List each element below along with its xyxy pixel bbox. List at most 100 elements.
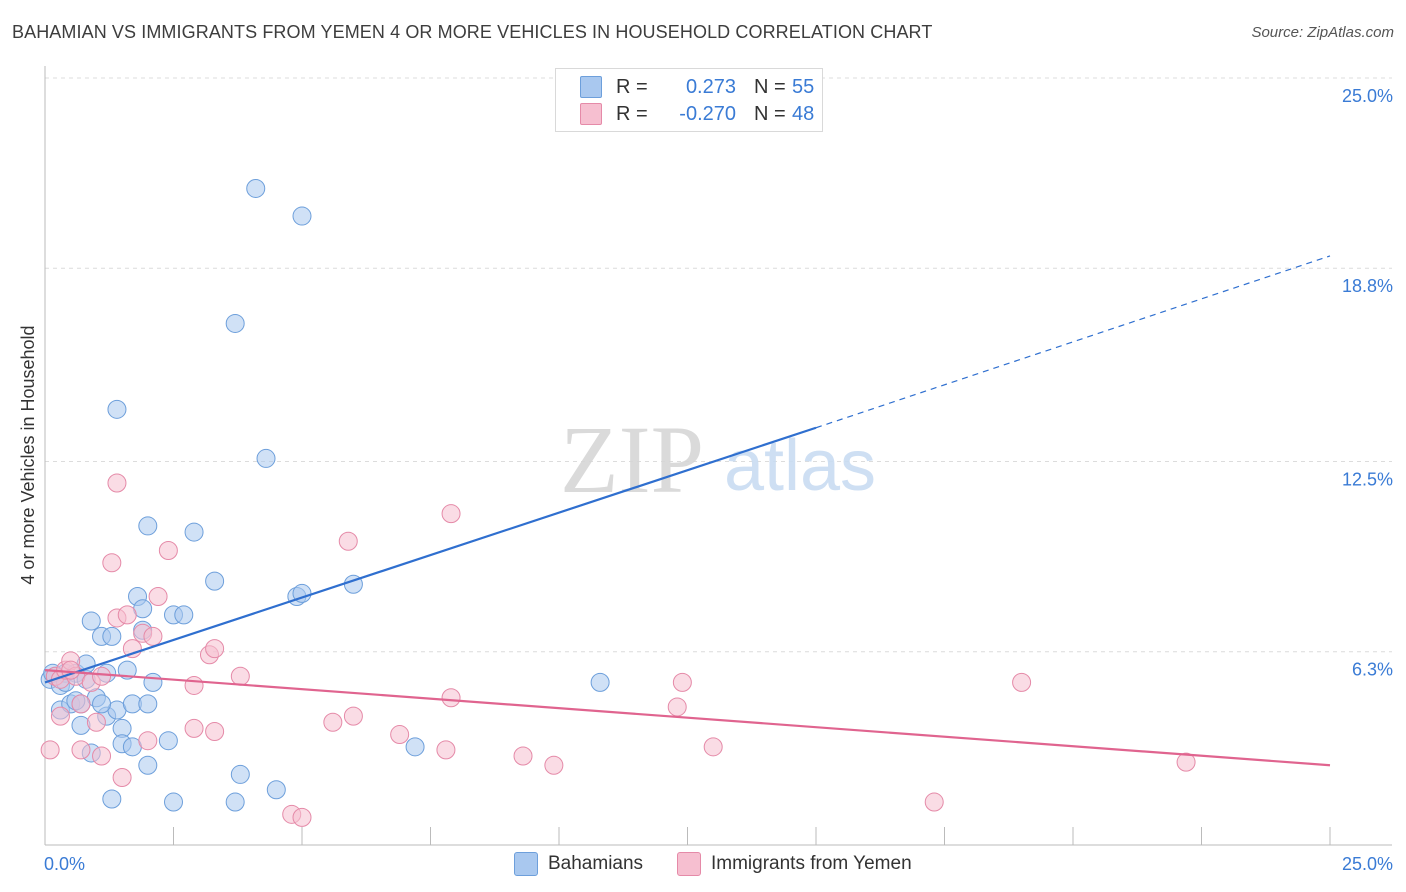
bahamians-point-46 — [292, 206, 312, 226]
bahamians-point-41 — [246, 178, 266, 198]
yemen-point-22 — [148, 586, 168, 606]
yemen-point-12 — [92, 666, 112, 686]
yemen-point-0 — [40, 740, 60, 760]
yemen-point-40 — [544, 755, 564, 775]
yemen-point-13 — [102, 553, 122, 573]
yemen-point-42 — [672, 672, 692, 692]
bahamians-point-30 — [138, 755, 158, 775]
bahamians-point-31 — [143, 672, 163, 692]
bahamians-point-36 — [184, 522, 204, 542]
legend-row-bahamians: R = 0.273 N = 55 — [580, 74, 814, 100]
watermark-zip: ZIP — [560, 406, 704, 513]
bahamians-point-38 — [225, 792, 245, 812]
x-tick-label-1: 25.0% — [1342, 854, 1393, 874]
yemen-point-27 — [205, 639, 225, 659]
bahamians-point-48 — [405, 737, 425, 757]
y-tick-label-1: 12.5% — [1342, 470, 1393, 490]
yemen-point-36 — [436, 740, 456, 760]
bahamians-point-33 — [164, 792, 183, 812]
bahamians-point-32 — [158, 731, 178, 751]
grid-lines — [45, 77, 1392, 653]
yemen-point-16 — [112, 768, 132, 788]
yemen-point-44 — [924, 792, 944, 812]
axes — [44, 66, 1392, 846]
legend-item-bahamians[interactable]: Bahamians — [514, 852, 643, 876]
n-value: 55 — [792, 75, 815, 98]
watermark: ZIP atlas — [560, 406, 876, 513]
trend-lines — [44, 255, 1331, 767]
yemen-trend-line — [44, 669, 1331, 767]
legend-label-yemen: Immigrants from Yemen — [711, 853, 912, 874]
n-label: N = — [754, 75, 786, 98]
bahamians-point-18 — [102, 789, 122, 809]
bahamians-trend-line — [44, 426, 817, 684]
bahamians-point-49 — [590, 672, 610, 692]
source-credit: Source: ZipAtlas.com — [1251, 24, 1394, 41]
bahamians-point-20 — [107, 399, 127, 419]
n-label: N = — [754, 102, 786, 125]
legend-item-yemen[interactable]: Immigrants from Yemen — [677, 852, 912, 876]
r-value: 0.273 — [685, 75, 736, 98]
yemen-point-10 — [86, 712, 106, 732]
bahamians-point-12 — [81, 611, 101, 631]
y-tick-label-0: 6.3% — [1352, 660, 1393, 680]
legend-swatch-yemen — [677, 852, 701, 876]
legend-swatch-bahamians — [514, 852, 538, 876]
yemen-point-8 — [71, 740, 91, 760]
n-value: 48 — [792, 102, 815, 125]
series-yemen-points — [40, 473, 1196, 827]
yemen-point-31 — [292, 807, 312, 827]
y-tick-label-2: 18.8% — [1342, 276, 1393, 296]
yemen-point-32 — [323, 712, 343, 732]
yemen-point-25 — [184, 718, 204, 738]
watermark-atlas: atlas — [724, 426, 876, 506]
legend-swatch-yemen — [580, 103, 602, 125]
yemen-point-43 — [703, 737, 723, 757]
bahamians-point-43 — [266, 780, 286, 800]
yemen-point-24 — [184, 675, 204, 695]
yemen-point-14 — [107, 473, 127, 493]
series-bahamians-points — [40, 178, 610, 812]
series-legend: Bahamians Immigrants from Yemen — [0, 852, 1406, 878]
yemen-point-45 — [1012, 672, 1032, 692]
yemen-point-29 — [230, 666, 250, 686]
yemen-point-28 — [205, 721, 225, 741]
legend-row-yemen: R = -0.270 N = 48 — [580, 101, 814, 127]
yemen-point-41 — [667, 697, 687, 717]
yemen-point-17 — [117, 605, 137, 625]
bahamians-point-29 — [138, 516, 158, 536]
bahamians-point-28 — [138, 694, 158, 714]
bahamians-point-35 — [174, 605, 194, 625]
x-tick-label-0: 0.0% — [44, 854, 85, 874]
yemen-point-46 — [1176, 752, 1196, 772]
yemen-point-23 — [158, 540, 178, 560]
r-label: R = — [616, 102, 648, 125]
yemen-point-35 — [390, 725, 410, 745]
yemen-point-33 — [338, 531, 358, 551]
correlation-legend: R = 0.273 N = 55 R = -0.270 N = 48 — [555, 68, 823, 132]
yemen-point-34 — [343, 706, 363, 726]
yemen-point-39 — [513, 746, 533, 766]
r-value: -0.270 — [679, 102, 736, 125]
bahamians-point-9 — [71, 715, 91, 735]
y-axis-label: 4 or more Vehicles in Household — [18, 325, 38, 584]
bahamians-trend-extension — [815, 255, 1331, 429]
yemen-point-38 — [441, 688, 461, 708]
yemen-point-20 — [138, 731, 158, 751]
yemen-point-11 — [92, 746, 112, 766]
bahamians-point-52 — [92, 694, 112, 714]
yemen-point-7 — [71, 694, 91, 714]
yemen-point-3 — [50, 706, 70, 726]
yemen-point-37 — [441, 504, 461, 524]
bahamians-point-42 — [256, 448, 276, 468]
yemen-point-21 — [143, 626, 163, 646]
y-tick-label-3: 25.0% — [1342, 86, 1393, 106]
r-label: R = — [616, 75, 648, 98]
tick-labels: 6.3% 12.5% 18.8% 25.0% 0.0% 25.0% — [44, 86, 1393, 874]
bahamians-point-17 — [102, 626, 122, 646]
bahamians-point-23 — [117, 660, 137, 680]
legend-swatch-bahamians — [580, 76, 602, 98]
chart-title: BAHAMIAN VS IMMIGRANTS FROM YEMEN 4 OR M… — [12, 22, 933, 42]
legend-label-bahamians: Bahamians — [548, 853, 644, 874]
